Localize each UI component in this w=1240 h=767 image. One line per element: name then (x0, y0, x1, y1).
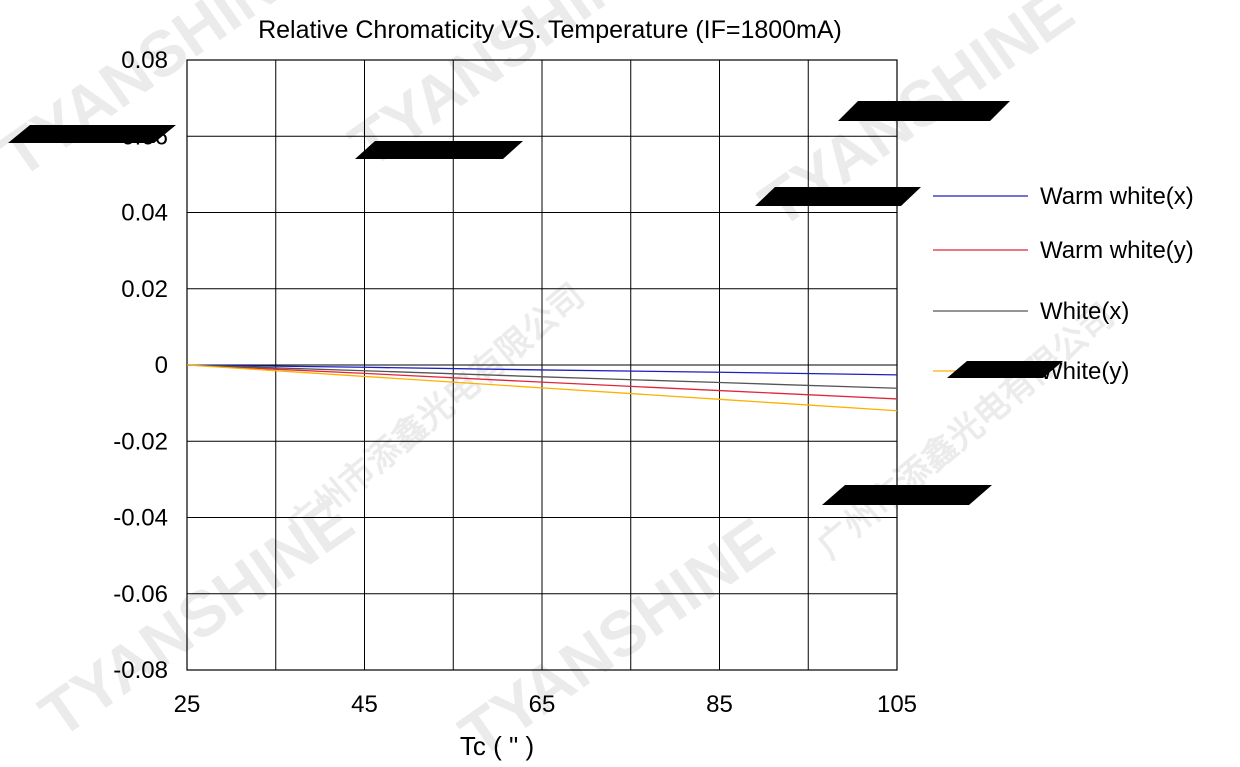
legend-label: Warm white(y) (1040, 237, 1194, 264)
y-tick-label: -0.02 (113, 428, 168, 455)
redaction-mark-4 (755, 187, 921, 206)
y-tick-label: -0.08 (113, 657, 168, 684)
y-tick-label: 0.04 (121, 200, 168, 227)
series-line-1 (186, 364, 898, 376)
plot-grid (186, 59, 898, 671)
y-tick-label: 0 (155, 352, 168, 379)
redaction-mark-3 (838, 101, 1010, 121)
redaction-marks (8, 101, 1063, 505)
x-tick-label: 45 (351, 691, 378, 718)
legend-label: White(x) (1040, 298, 1129, 325)
x-axis-label: Tc ( " ) (460, 731, 534, 761)
redaction-mark-1 (8, 125, 176, 143)
series-layer (186, 364, 898, 412)
watermark-text-5: TYANSHINE (447, 504, 786, 767)
series-line-3 (186, 364, 898, 389)
watermark-text-6: 广州市添鑫光电有限公司 (280, 276, 592, 546)
x-tick-labels: 25 45 65 85 105 (174, 691, 917, 718)
legend-label: Warm white(x) (1040, 183, 1194, 210)
series-line-2 (186, 364, 898, 400)
series-line-4 (186, 364, 898, 412)
y-tick-label: -0.06 (113, 581, 168, 608)
y-tick-label: 0.08 (121, 47, 168, 74)
redaction-mark-6 (822, 485, 992, 505)
x-tick-label: 25 (174, 691, 201, 718)
x-tick-label: 85 (706, 691, 733, 718)
redaction-mark-5 (947, 361, 1063, 378)
x-tick-label: 65 (529, 691, 556, 718)
y-tick-label: 0.02 (121, 276, 168, 303)
x-tick-label: 105 (877, 691, 917, 718)
y-tick-label: -0.04 (113, 505, 168, 532)
redaction-mark-2 (355, 141, 523, 159)
watermark-text-7: 广州市添鑫光电有限公司 (810, 296, 1122, 566)
chart-title: Relative Chromaticity VS. Temperature (I… (258, 16, 842, 44)
